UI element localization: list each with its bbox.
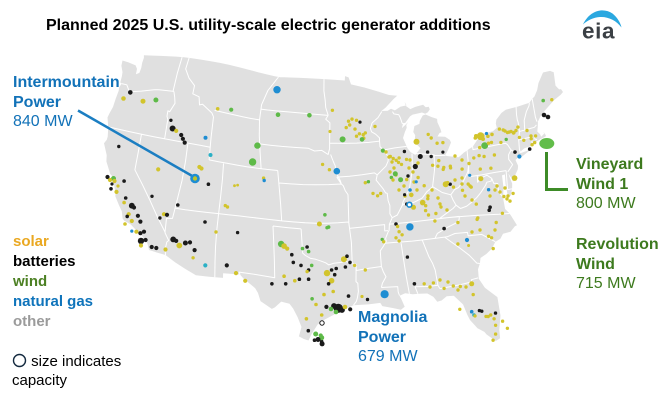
- svg-text:eia: eia: [582, 19, 615, 44]
